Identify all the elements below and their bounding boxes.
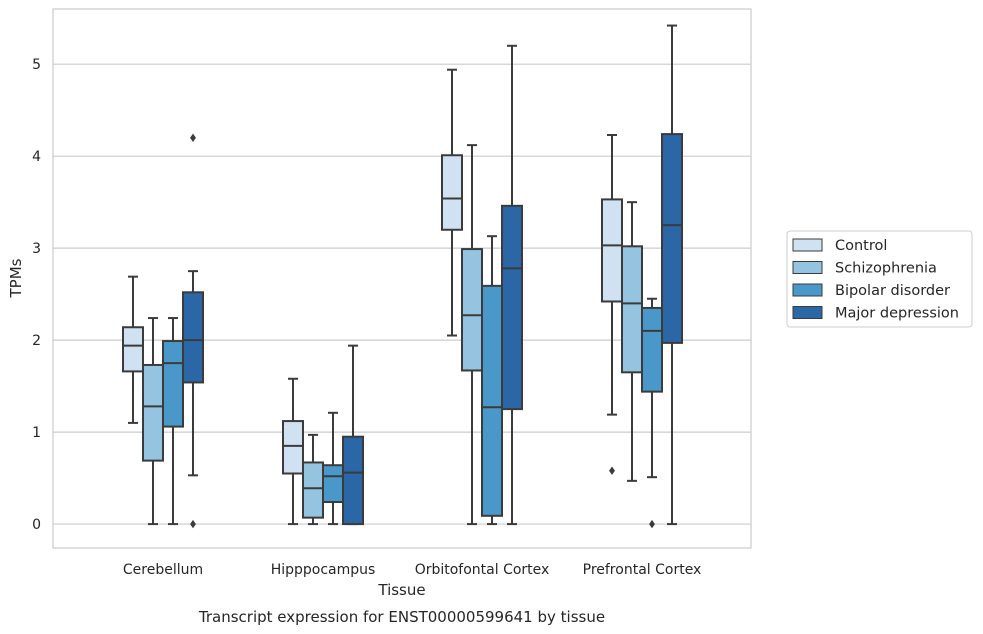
legend-label: Schizophrenia <box>835 261 937 277</box>
x-tick-label: Cerebellum <box>123 562 203 578</box>
legend-swatch <box>792 306 823 319</box>
box-iqr <box>302 461 324 519</box>
box-control <box>122 275 144 424</box>
legend-label: Control <box>835 238 887 254</box>
box-major-depression <box>501 44 523 526</box>
box-iqr <box>122 326 144 373</box>
box-bipolar-disorder <box>641 297 663 529</box>
y-tick-label: 1 <box>32 425 41 441</box>
y-axis-ticks: 0 1 2 3 4 5 <box>32 57 41 533</box>
chart-caption: Transcript expression for ENST0000059964… <box>198 608 605 626</box>
box-iqr <box>282 420 304 475</box>
box-schizophrenia <box>461 144 483 526</box>
legend-item: Major depression <box>792 306 959 322</box>
x-tick-label: Hipppocampus <box>271 562 376 578</box>
box-major-depression <box>182 133 204 529</box>
box-bipolar-disorder <box>322 411 344 526</box>
legend-swatch <box>792 261 823 274</box>
legend-label: Bipolar disorder <box>835 283 950 299</box>
plot-area-frame <box>52 8 752 549</box>
box-iqr <box>501 204 523 411</box>
box-schizophrenia <box>621 201 643 482</box>
box-bipolar-disorder <box>481 235 503 526</box>
legend-item: Bipolar disorder <box>792 283 950 299</box>
box-control <box>601 134 623 475</box>
box-iqr <box>182 291 204 384</box>
y-tick-label: 5 <box>32 57 41 73</box>
y-tick-label: 3 <box>32 241 41 257</box>
box-iqr <box>641 306 663 393</box>
legend: Control Schizophrenia Bipolar disorder Majo… <box>786 230 973 328</box>
box-bipolar-disorder <box>162 317 184 526</box>
box-iqr <box>142 363 164 462</box>
outlier-point <box>649 519 655 529</box>
legend-label: Major depression <box>835 306 959 322</box>
box-iqr <box>162 340 184 428</box>
box-major-depression <box>661 24 683 526</box>
legend-item: Schizophrenia <box>792 261 937 277</box>
box-iqr <box>322 464 344 504</box>
box-iqr <box>461 248 483 372</box>
box-control <box>441 68 463 337</box>
box-iqr <box>621 245 643 374</box>
box-schizophrenia <box>302 433 324 526</box>
box-iqr <box>601 198 623 303</box>
outlier-point <box>609 466 615 475</box>
box-plots <box>122 24 683 529</box>
x-tick-label: Orbitofontal Cortex <box>415 562 550 578</box>
legend-item: Control <box>792 238 887 254</box>
legend-frame <box>786 230 973 328</box>
box-major-depression <box>342 344 364 526</box>
box-iqr <box>342 435 364 526</box>
box-iqr <box>481 284 503 517</box>
outlier-point <box>190 133 196 142</box>
legend-swatch <box>792 283 823 297</box>
box-schizophrenia <box>142 317 164 526</box>
box-iqr <box>661 133 683 344</box>
x-axis-label: Tissue <box>377 581 425 599</box>
y-tick-label: 0 <box>32 517 41 533</box>
legend-swatch <box>792 238 823 252</box>
box-iqr <box>441 154 463 231</box>
y-axis-label: TPMs <box>7 258 25 298</box>
outlier-point <box>190 519 196 529</box>
y-tick-label: 4 <box>32 149 41 165</box>
x-tick-label: Prefrontal Cortex <box>583 562 702 578</box>
x-axis-ticks: Cerebellum Hipppocampus Orbitofontal Corte… <box>123 562 701 578</box>
box-control <box>282 377 304 526</box>
y-tick-label: 2 <box>32 333 41 349</box>
